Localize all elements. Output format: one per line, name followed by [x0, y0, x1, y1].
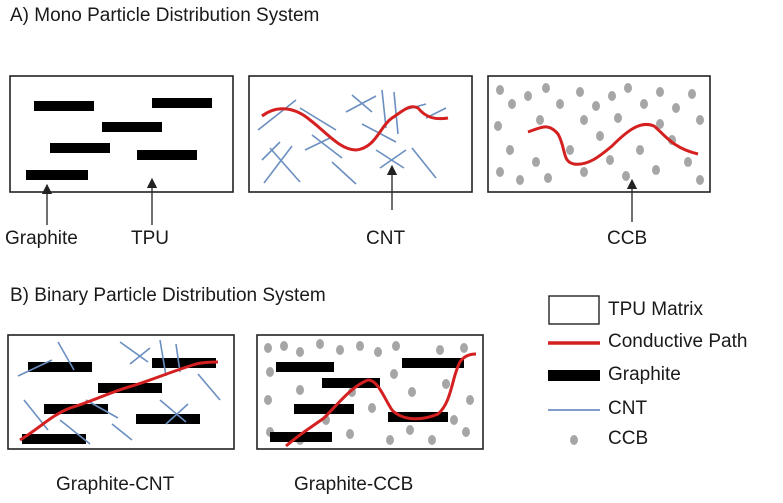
tpu-label: TPU [131, 228, 169, 249]
graphite-flake [50, 143, 110, 153]
graphite-flake [294, 404, 354, 414]
tpu-matrix-box [256, 334, 484, 450]
graphite-flake [22, 434, 86, 444]
graphite-flake [322, 378, 380, 388]
cnt-label: CNT [366, 228, 406, 249]
legend-ccb: CCB [608, 428, 649, 449]
conductive-path [261, 105, 449, 152]
cnt-fibers [17, 339, 221, 445]
legend-cnt: CNT [608, 398, 648, 419]
graphite-cnt-label: Graphite-CNT [56, 474, 175, 495]
ccb-label: CCB [607, 228, 648, 249]
graphite-flake [136, 414, 200, 424]
panel-cnt [248, 75, 473, 210]
panel-graphite-ccb [256, 334, 484, 450]
graphite-flake [34, 101, 94, 111]
ccb-particles [494, 83, 704, 185]
graphite-flake [276, 362, 334, 372]
panel-graphite-cnt [7, 334, 235, 450]
section-a-title: A) Mono Particle Distribution System [10, 5, 320, 26]
panel-ccb [487, 75, 711, 222]
graphite-label: Graphite [5, 228, 78, 249]
legend-conductive-path: Conductive Path [608, 331, 748, 352]
conductive-path [527, 123, 699, 166]
tpu-matrix-swatch [548, 295, 600, 325]
graphite-flake [102, 122, 162, 132]
graphite-flake [152, 358, 216, 368]
conductive-path [285, 352, 477, 448]
section-b-title: B) Binary Particle Distribution System [10, 285, 326, 306]
graphite-flake [152, 98, 212, 108]
graphite-swatch [548, 370, 600, 381]
panel-graphite [9, 75, 234, 225]
graphite-ccb-label: Graphite-CCB [294, 474, 414, 495]
graphite-flake [44, 404, 108, 414]
tpu-matrix-box [248, 75, 473, 193]
ccb-swatch [570, 435, 578, 445]
graphite-flake [402, 358, 464, 368]
graphite-flake [28, 362, 92, 372]
legend-graphite: Graphite [608, 364, 681, 385]
graphite-flake [388, 412, 448, 422]
conductive-path [19, 360, 219, 442]
legend-tpu-matrix: TPU Matrix [608, 299, 703, 320]
graphite-flake [26, 170, 88, 180]
graphite-flake [270, 432, 332, 442]
graphite-flake [137, 150, 197, 160]
